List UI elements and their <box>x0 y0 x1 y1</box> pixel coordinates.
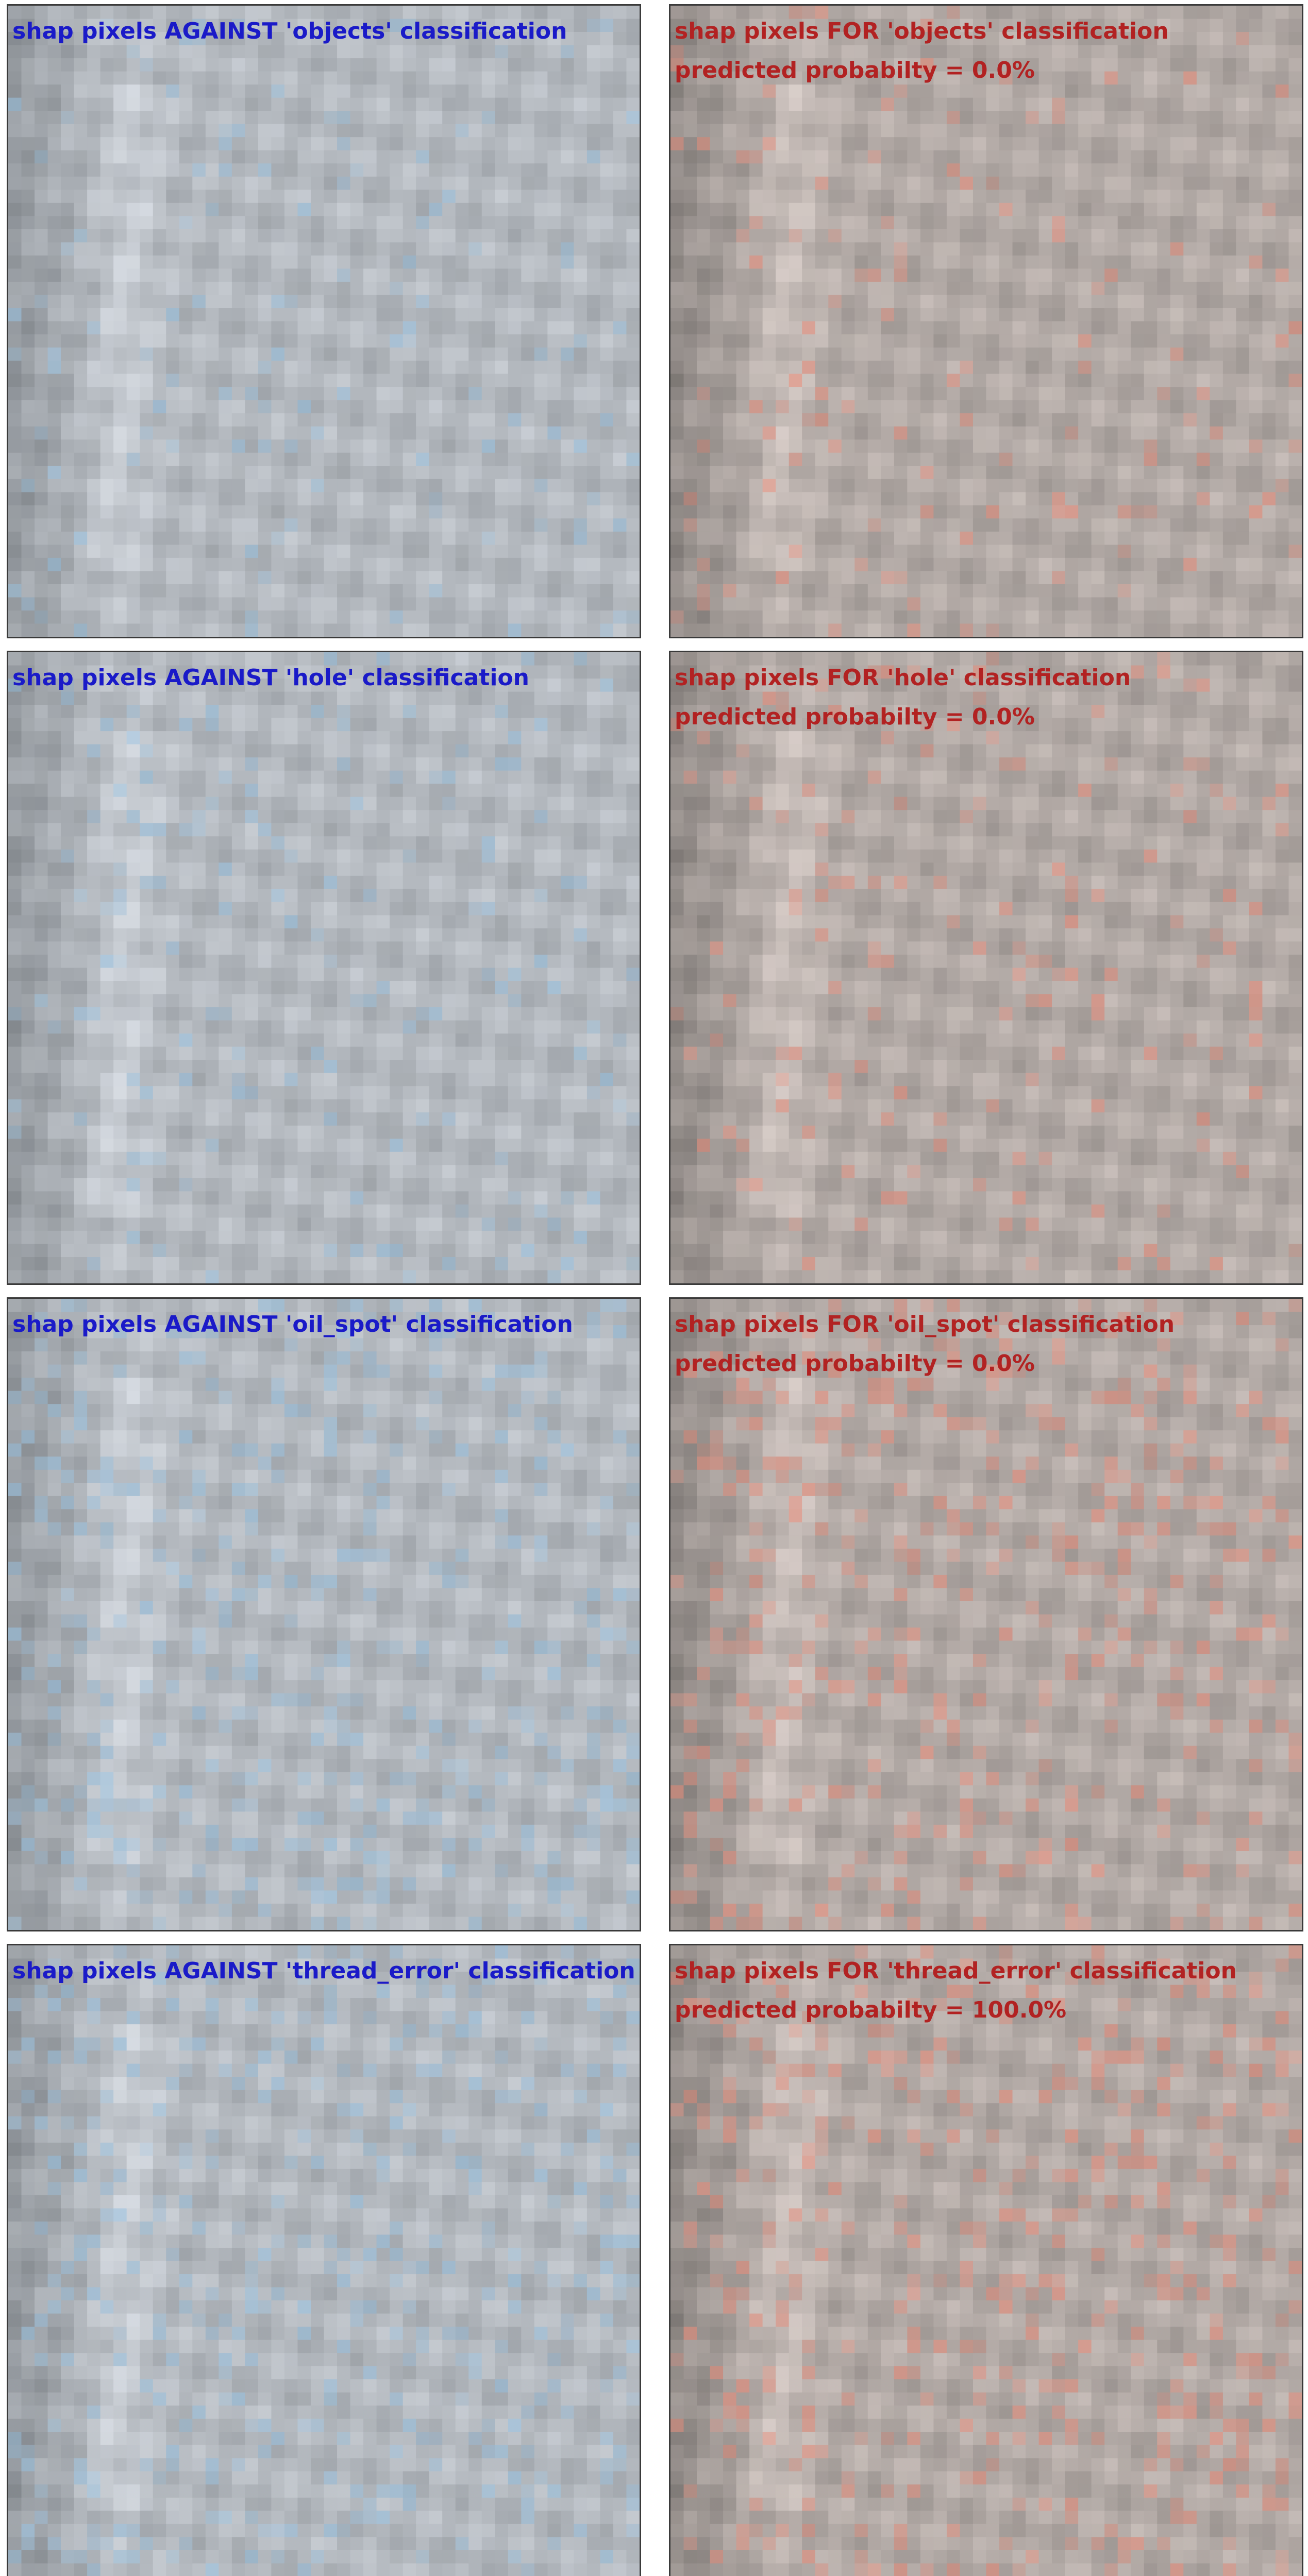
fabric-image <box>8 1945 640 2576</box>
panel-oil-spot-against: shap pixels AGAINST 'oil_spot' classific… <box>7 1297 641 1931</box>
panel-title: shap pixels FOR 'objects' classification <box>675 18 1169 44</box>
panel-oil-spot-for: shap pixels FOR 'oil_spot' classificatio… <box>669 1297 1303 1931</box>
panel-thread-error-for: shap pixels FOR 'thread_error' classific… <box>669 1944 1303 2576</box>
panel-objects-against: shap pixels AGAINST 'objects' classifica… <box>7 4 641 638</box>
panel-title: shap pixels FOR 'oil_spot' classificatio… <box>675 1311 1175 1337</box>
panel-title: shap pixels FOR 'hole' classification <box>675 665 1131 691</box>
fabric-image <box>670 1945 1302 2576</box>
panel-hole-against: shap pixels AGAINST 'hole' classificatio… <box>7 651 641 1285</box>
fabric-image <box>670 652 1302 1283</box>
fabric-image <box>8 652 640 1283</box>
panel-title: shap pixels AGAINST 'objects' classifica… <box>12 18 567 44</box>
predicted-probability: predicted probabilty = 100.0% <box>675 1997 1067 2023</box>
panel-thread-error-against: shap pixels AGAINST 'thread_error' class… <box>7 1944 641 2576</box>
panel-title: shap pixels AGAINST 'oil_spot' classific… <box>12 1311 573 1337</box>
panel-hole-for: shap pixels FOR 'hole' classification pr… <box>669 651 1303 1285</box>
panel-title: shap pixels AGAINST 'hole' classificatio… <box>12 665 529 691</box>
fabric-image <box>8 1299 640 1930</box>
panel-objects-for: shap pixels FOR 'objects' classification… <box>669 4 1303 638</box>
fabric-image <box>8 6 640 637</box>
fabric-image <box>670 1299 1302 1930</box>
predicted-probability: predicted probabilty = 0.0% <box>675 57 1035 83</box>
predicted-probability: predicted probabilty = 0.0% <box>675 1350 1035 1377</box>
predicted-probability: predicted probabilty = 0.0% <box>675 704 1035 730</box>
panel-title: shap pixels AGAINST 'thread_error' class… <box>12 1958 635 1984</box>
fabric-image <box>670 6 1302 637</box>
panel-title: shap pixels FOR 'thread_error' classific… <box>675 1958 1237 1984</box>
